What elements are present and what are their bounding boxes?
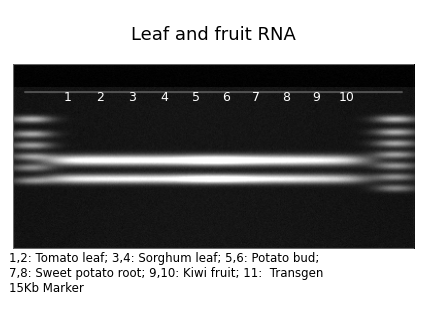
Text: 10: 10 [338, 91, 354, 104]
Text: 9: 9 [312, 91, 320, 104]
Text: 2: 2 [95, 91, 104, 104]
Text: 6: 6 [222, 91, 230, 104]
Text: 5: 5 [192, 91, 199, 104]
Text: 7: 7 [252, 91, 259, 104]
Text: 1,2: Tomato leaf; 3,4: Sorghum leaf; 5,6: Potato bud;
7,8: Sweet potato root; 9,: 1,2: Tomato leaf; 3,4: Sorghum leaf; 5,6… [9, 252, 322, 295]
Text: 4: 4 [159, 91, 167, 104]
Text: 8: 8 [282, 91, 290, 104]
Text: Leaf and fruit RNA: Leaf and fruit RNA [131, 26, 295, 44]
Text: 1: 1 [63, 91, 71, 104]
Text: 3: 3 [127, 91, 135, 104]
